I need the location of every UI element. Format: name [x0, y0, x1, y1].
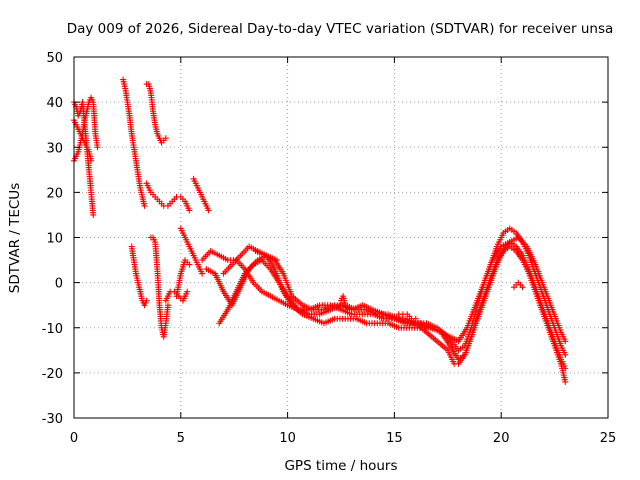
- x-axis-label: GPS time / hours: [284, 458, 397, 474]
- x-tick-label: 15: [386, 431, 403, 446]
- tick-labels: 0 5 10 15 20 25 -30 -20 -10 0 10 20 30 40 50: [42, 51, 617, 446]
- data-point: [94, 144, 101, 151]
- y-tick-label: 10: [46, 232, 63, 247]
- data-point: [562, 351, 569, 358]
- y-tick-label: 20: [46, 186, 63, 201]
- data-point: [141, 202, 148, 209]
- y-tick-label: -30: [42, 412, 63, 427]
- y-axis-label: SDTVAR / TECUs: [7, 183, 23, 293]
- data-point: [88, 157, 95, 164]
- data-point: [184, 288, 191, 295]
- data-point: [344, 306, 351, 313]
- data-point: [162, 135, 169, 142]
- data-point: [199, 270, 206, 277]
- x-tick-label: 20: [493, 431, 510, 446]
- y-tick-label: -20: [42, 367, 63, 382]
- x-tick-label: 25: [600, 431, 617, 446]
- chart-title: Day 009 of 2026, Sidereal Day-to-day VTE…: [67, 21, 614, 37]
- data-point: [562, 378, 569, 385]
- y-tick-label: 0: [55, 277, 63, 292]
- data-point: [562, 338, 569, 345]
- y-tick-label: 30: [46, 141, 63, 156]
- data-points: [71, 76, 569, 385]
- y-tick-label: -10: [42, 322, 63, 337]
- x-tick-label: 10: [279, 431, 296, 446]
- data-point: [519, 284, 526, 291]
- x-tick-label: 5: [177, 431, 185, 446]
- data-point: [205, 207, 212, 214]
- x-tick-label: 0: [70, 431, 78, 446]
- data-point: [164, 302, 171, 309]
- data-point: [143, 297, 150, 304]
- data-point: [273, 257, 280, 264]
- data-point: [186, 261, 193, 268]
- y-tick-label: 50: [46, 51, 63, 66]
- y-tick-label: 40: [46, 96, 63, 111]
- data-point: [90, 211, 97, 218]
- axis-ticks: [73, 56, 609, 419]
- data-point: [186, 207, 193, 214]
- data-point: [412, 315, 419, 322]
